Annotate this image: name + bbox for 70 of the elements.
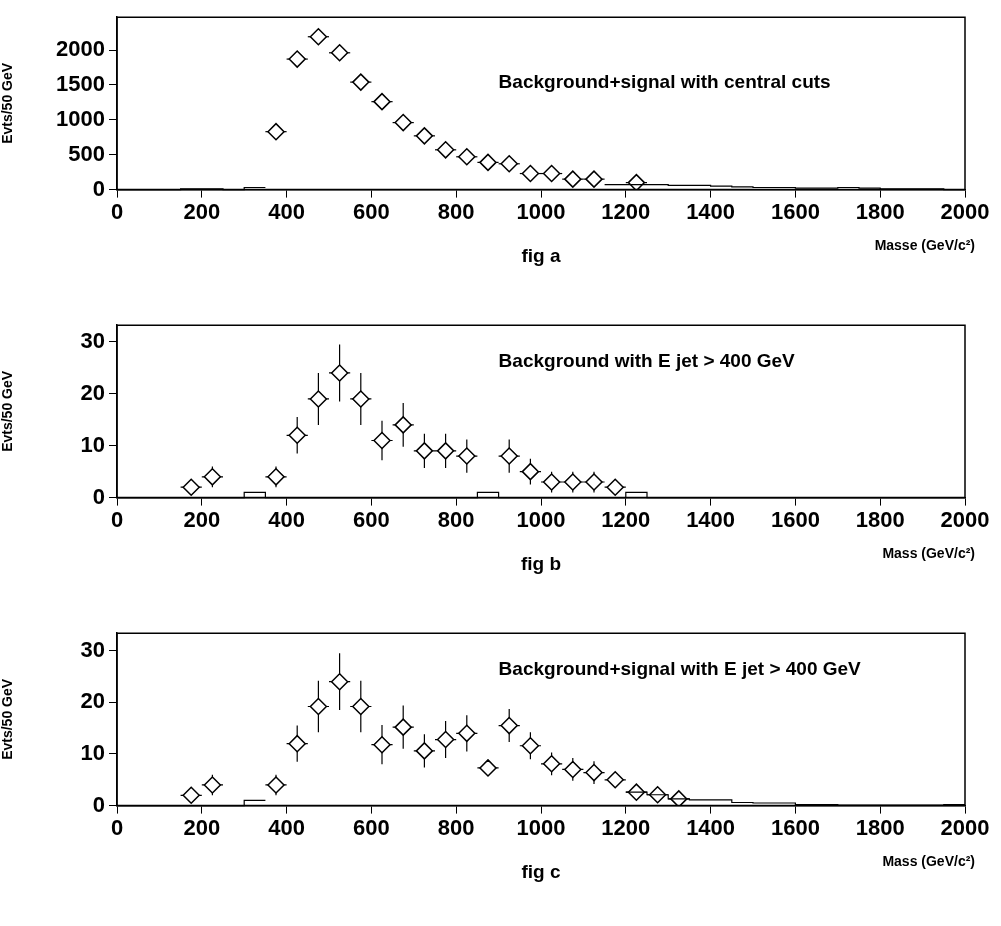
x-tick-label: 1400: [686, 814, 736, 840]
x-tick-label: 1200: [601, 198, 651, 224]
x-tick-label: 1800: [855, 198, 905, 224]
x-tick-label: 800: [437, 198, 475, 224]
point: [394, 113, 412, 132]
x-tick-label: 1800: [855, 506, 905, 532]
x-tick-label: 1400: [686, 506, 736, 532]
text: fig b: [520, 552, 562, 574]
x-tick-label: 1400: [686, 198, 736, 224]
point: [479, 759, 497, 777]
y-tick-label: 1000: [56, 105, 105, 131]
point: [352, 73, 370, 91]
x-tick-label: 200: [183, 198, 221, 224]
x-tick-label: 1800: [855, 814, 905, 840]
x-tick-label: 400: [268, 506, 305, 532]
x-tick-label: 800: [437, 814, 475, 840]
y-tick-label: 10: [80, 740, 105, 766]
x-tick-label: 1600: [770, 198, 820, 224]
x-tick-label: 0: [110, 198, 124, 224]
x-tick-label: 600: [353, 198, 390, 224]
y-axis-title: Evts/50 GeV: [0, 678, 16, 760]
text: Background+signal with E jet > 400 GeV: [498, 657, 862, 679]
y-tick-label: 2000: [56, 36, 105, 62]
point: [288, 50, 306, 68]
x-tick-label: 1000: [516, 814, 566, 840]
point: [309, 27, 328, 46]
x-tick-label: 1600: [770, 506, 820, 532]
text: Background+signal with central cuts: [498, 70, 831, 92]
x-tick-label: 1000: [516, 506, 566, 532]
y-tick-label: 30: [80, 327, 105, 353]
text: fig a: [521, 244, 561, 266]
y-tick-label: 0: [92, 791, 105, 817]
x-tick-label: 800: [437, 506, 475, 532]
x-tick-label: 0: [110, 506, 124, 532]
x-tick-label: 1200: [601, 814, 651, 840]
point: [415, 127, 434, 145]
y-axis-title: Evts/50 GeV: [0, 62, 16, 144]
text: fig c: [521, 860, 561, 882]
x-tick-label: 1000: [516, 198, 566, 224]
y-tick-label: 30: [80, 636, 105, 662]
x-tick-label: 400: [268, 198, 305, 224]
y-axis-title: Evts/50 GeV: [0, 370, 16, 452]
x-axis-title: Mass (GeV/c²): [882, 853, 975, 870]
x-tick-label: 200: [183, 506, 221, 532]
x-tick-label: 1600: [770, 814, 820, 840]
x-tick-label: 2000: [940, 814, 990, 840]
point: [542, 755, 561, 773]
y-tick-label: 20: [80, 379, 105, 405]
point: [267, 122, 285, 141]
y-tick-label: 0: [92, 175, 105, 201]
x-axis-title: Masse (GeV/c²): [874, 237, 975, 254]
x-axis-title: Mass (GeV/c²): [882, 545, 975, 562]
y-tick-label: 0: [92, 483, 105, 509]
y-tick-label: 1500: [56, 70, 105, 96]
point: [458, 148, 476, 166]
y-tick-label: 500: [68, 140, 105, 166]
y-tick-label: 10: [80, 431, 105, 457]
x-tick-label: 200: [183, 814, 221, 840]
point: [373, 92, 391, 111]
point: [436, 141, 455, 159]
x-tick-label: 400: [268, 814, 305, 840]
x-tick-label: 0: [110, 814, 124, 840]
text: Background with E jet > 400 GeV: [498, 349, 796, 371]
x-tick-label: 2000: [940, 198, 990, 224]
x-tick-label: 1200: [601, 506, 651, 532]
x-tick-label: 600: [353, 506, 390, 532]
x-tick-label: 600: [353, 814, 390, 840]
x-tick-label: 2000: [940, 506, 990, 532]
y-tick-label: 20: [80, 688, 105, 714]
point: [330, 44, 349, 62]
